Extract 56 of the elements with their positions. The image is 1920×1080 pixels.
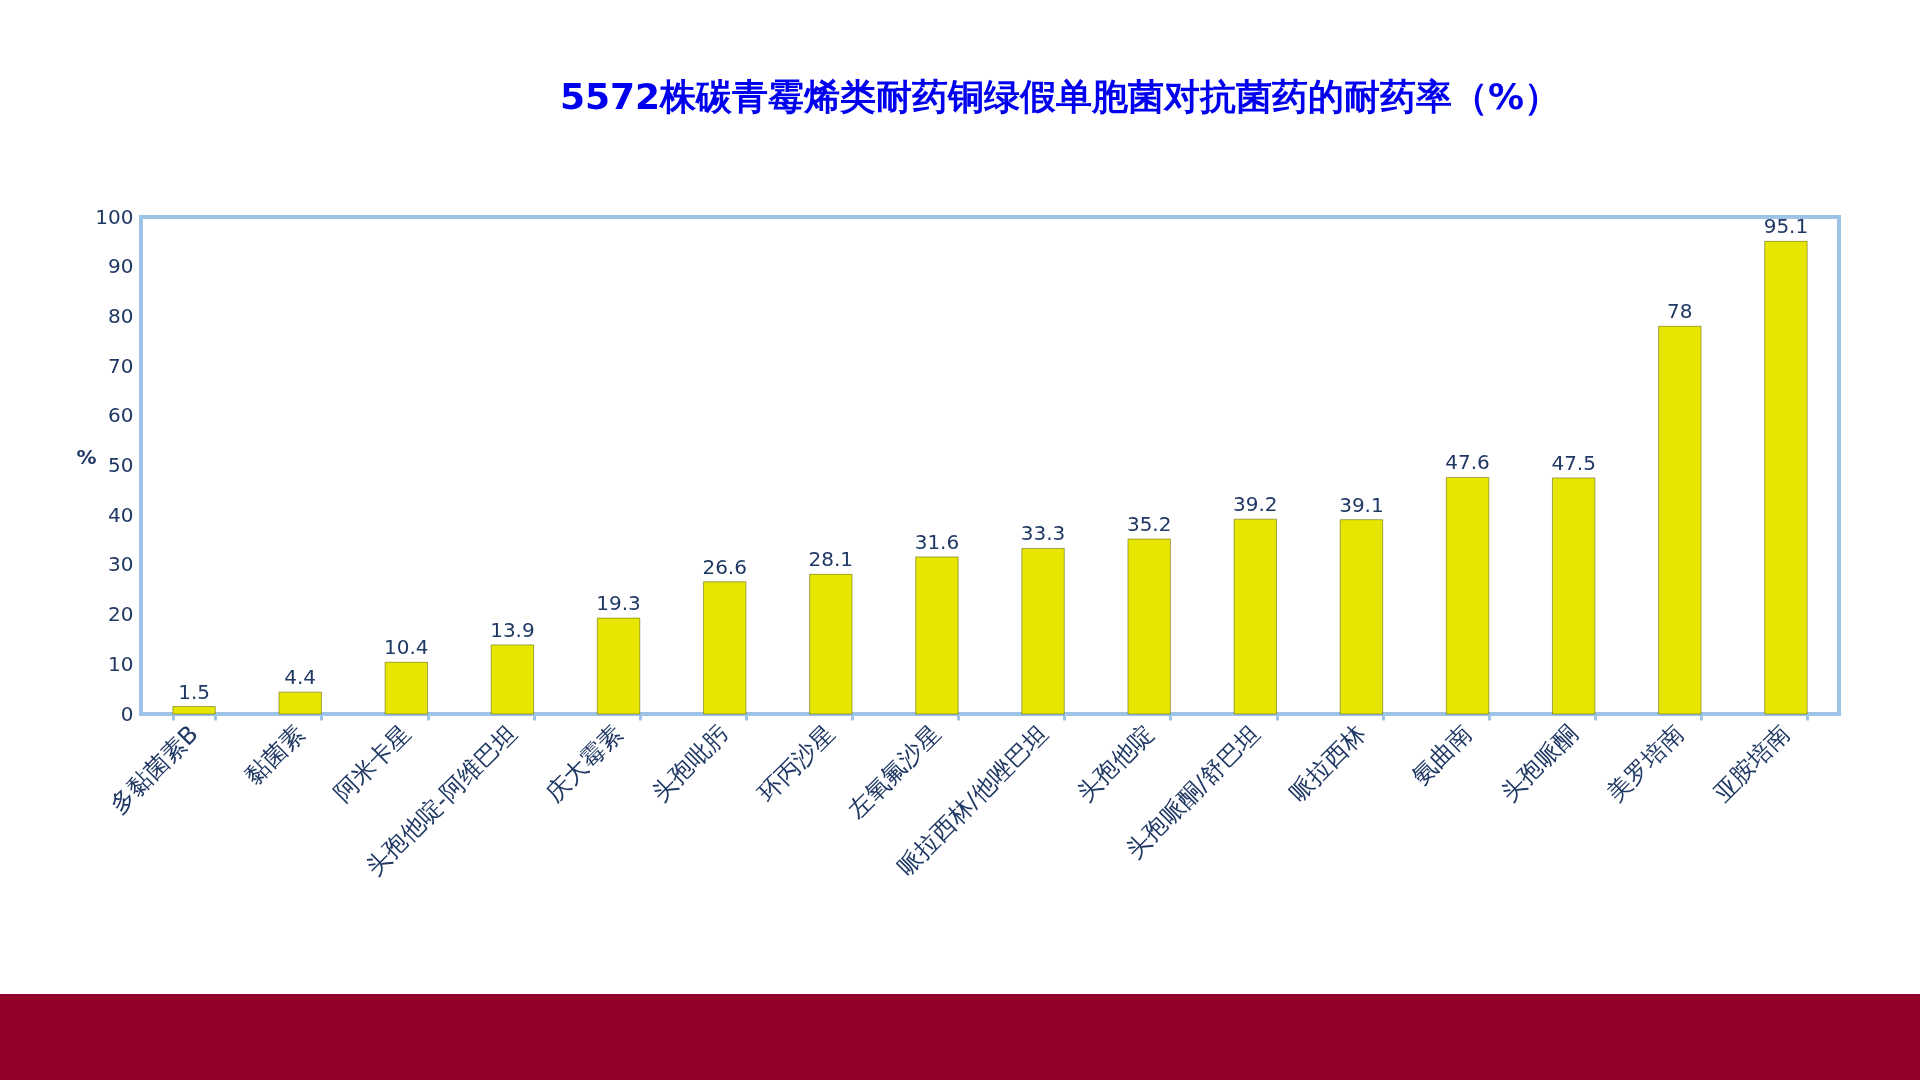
y-tick-label: 100 <box>95 204 134 229</box>
x-tick-label: 头孢哌酮 <box>1495 719 1584 808</box>
y-tick-label: 80 <box>108 303 134 328</box>
bar <box>1233 518 1277 715</box>
y-tick-label: 40 <box>108 502 134 527</box>
bar <box>1764 241 1808 715</box>
bar <box>809 574 853 715</box>
x-tick-label: 头孢他啶 <box>1071 719 1159 808</box>
chart-title: 5572株碳青霉烯类耐药铜绿假单胞菌对抗菌药的耐药率（%） <box>559 76 1561 117</box>
bar <box>172 706 216 715</box>
x-tick-label: 黏菌素 <box>239 719 310 791</box>
data-label: 95.1 <box>1763 214 1809 239</box>
bar <box>915 556 959 715</box>
x-tick-label: 庆大霉素 <box>540 719 629 808</box>
data-label: 1.5 <box>178 679 210 704</box>
data-label: 39.1 <box>1339 492 1384 517</box>
y-tick-label: 0 <box>120 701 134 726</box>
bar <box>1127 538 1171 715</box>
data-label: 13.9 <box>490 617 535 642</box>
bar <box>1552 477 1596 715</box>
y-tick-label: 90 <box>108 254 134 279</box>
bar <box>384 662 428 715</box>
y-tick-label: 30 <box>108 552 134 577</box>
data-label: 39.2 <box>1233 492 1278 517</box>
data-label: 47.5 <box>1551 450 1596 475</box>
data-label: 47.6 <box>1445 450 1490 475</box>
y-axis-title: % <box>76 444 97 469</box>
x-tick-label: 环丙沙星 <box>752 719 841 808</box>
y-tick-label: 70 <box>108 353 134 378</box>
data-label: 4.4 <box>284 665 317 690</box>
data-label: 26.6 <box>702 554 747 579</box>
x-tick-label: 亚胺培南 <box>1707 719 1796 808</box>
x-tick-label: 氨曲南 <box>1406 719 1478 791</box>
x-tick-label: 阿米卡星 <box>328 719 416 808</box>
bar <box>1446 477 1490 715</box>
y-tick-label: 10 <box>108 651 134 676</box>
bar <box>1339 519 1383 715</box>
bar <box>597 617 641 715</box>
data-label: 28.1 <box>808 547 854 572</box>
x-tick-label: 哌拉西林 <box>1283 719 1372 808</box>
data-label: 33.3 <box>1020 521 1066 546</box>
bar <box>1021 548 1065 715</box>
data-label: 31.6 <box>914 529 960 554</box>
x-tick-label: 头孢吡肟 <box>646 719 735 808</box>
bar <box>1658 326 1702 715</box>
bar <box>490 644 534 715</box>
data-label: 35.2 <box>1126 512 1172 537</box>
data-label: 78 <box>1667 299 1693 324</box>
y-tick-label: 20 <box>108 602 134 627</box>
y-tick-label: 60 <box>108 403 134 428</box>
bar <box>703 581 747 715</box>
x-tick-label: 美罗培南 <box>1601 719 1690 808</box>
data-label: 10.4 <box>384 635 429 660</box>
y-tick-label: 50 <box>108 453 134 477</box>
bar <box>278 691 322 715</box>
data-label: 19.3 <box>596 591 641 616</box>
